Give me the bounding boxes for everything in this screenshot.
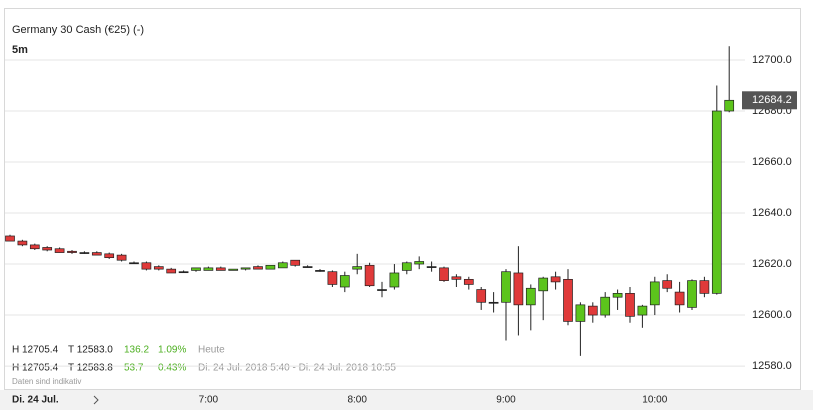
- stat-period: Di. 24 Jul. 2018 5:40 - Di. 24 Jul. 2018…: [198, 363, 396, 374]
- stat-high: H 12705.4: [12, 363, 59, 374]
- candle-body: [662, 280, 673, 289]
- candle-body: [277, 262, 288, 269]
- candle-body: [600, 296, 611, 316]
- plot: [5, 46, 745, 367]
- candle-body: [42, 247, 53, 251]
- y-tick-label: 12640.0: [752, 207, 792, 219]
- candle-body: [711, 110, 722, 294]
- x-tick-label: 10:00: [642, 395, 667, 406]
- y-tick-label: 12620.0: [752, 258, 792, 270]
- candle-body: [141, 262, 152, 270]
- candle-body: [649, 281, 660, 306]
- candle-body: [203, 267, 214, 271]
- candle-body: [587, 305, 598, 316]
- candle-body: [699, 280, 710, 294]
- candle-body: [116, 254, 127, 261]
- candle-body: [476, 289, 487, 303]
- stat-percent: 0.43%: [158, 363, 186, 374]
- y-tick-label: 12660.0: [752, 156, 792, 168]
- candle-body: [687, 280, 697, 308]
- candle-body: [104, 253, 115, 259]
- x-tick-label: 9:00: [496, 395, 516, 406]
- y-tick-label: 12580.0: [752, 360, 792, 372]
- candle-body: [451, 276, 462, 280]
- stat-change: 53.7: [124, 363, 144, 374]
- x-axis-strip: [0, 390, 813, 410]
- candle-body: [302, 266, 313, 268]
- stats: H 12705.4 T 12583.0 136.2 1.09% Heute H …: [12, 345, 396, 386]
- y-tick-label: 12700.0: [752, 54, 792, 66]
- stat-low: T 12583.8: [68, 363, 113, 374]
- x-tick-label: 7:00: [199, 395, 219, 406]
- candle-body: [191, 267, 201, 271]
- candle-body: [389, 272, 400, 288]
- candle-body: [674, 291, 685, 306]
- candle-body: [29, 244, 40, 250]
- candle-body: [253, 266, 263, 270]
- candle-body: [364, 264, 375, 287]
- candle-body: [166, 268, 177, 274]
- candle-body: [637, 305, 648, 316]
- stat-percent: 1.09%: [158, 345, 186, 356]
- candle-body: [215, 267, 226, 271]
- candle-body: [352, 266, 363, 270]
- candle-body: [575, 304, 586, 322]
- candle-body: [625, 293, 635, 317]
- candle-body: [290, 259, 301, 266]
- candle-body: [339, 275, 350, 288]
- candle-body: [426, 266, 437, 268]
- candle-body: [315, 270, 325, 272]
- candle-body: [79, 252, 90, 254]
- plot-frame: [4, 8, 801, 390]
- candle-body: [265, 264, 276, 270]
- candle-body: [501, 271, 511, 303]
- candle-body: [91, 252, 102, 256]
- candle-body: [178, 271, 189, 274]
- candle-body: [525, 287, 536, 306]
- candle-body: [327, 271, 338, 285]
- candle-body: [550, 276, 561, 283]
- price-label: 12684.2: [752, 94, 792, 106]
- stat-low: T 12583.0: [68, 345, 113, 356]
- candle-body: [401, 262, 412, 271]
- candle-body: [129, 262, 139, 265]
- candle-body: [563, 278, 573, 322]
- interval: 5m: [12, 44, 28, 56]
- candle-body: [377, 289, 387, 291]
- candle-body: [67, 250, 77, 253]
- x-tick-label: 8:00: [347, 395, 367, 406]
- candle-body: [414, 261, 425, 265]
- candle-body: [463, 278, 474, 285]
- candle-body: [612, 293, 623, 298]
- y-tick-label: 12600.0: [752, 309, 792, 321]
- candle-body: [228, 268, 239, 271]
- date-label: Di. 24 Jul.: [12, 395, 59, 406]
- chart-title: Germany 30 Cash (€25) (-): [12, 24, 144, 36]
- note: Daten sind indikativ: [12, 377, 81, 386]
- candle-body: [17, 240, 28, 246]
- candle-body: [153, 266, 164, 270]
- candle-body: [538, 277, 549, 292]
- stat-period: Heute: [198, 345, 225, 356]
- candle-body: [240, 267, 251, 270]
- candle-body: [54, 248, 65, 253]
- candle-body: [5, 235, 15, 242]
- candle-body: [724, 99, 735, 112]
- nav-arrow[interactable]: [93, 395, 99, 405]
- price-marker: [742, 91, 797, 110]
- stat-high: H 12705.4: [12, 345, 59, 356]
- stat-change: 136.2: [124, 345, 149, 356]
- candle-body: [488, 301, 499, 304]
- candle-body: [513, 272, 524, 306]
- candle-body: [439, 267, 449, 281]
